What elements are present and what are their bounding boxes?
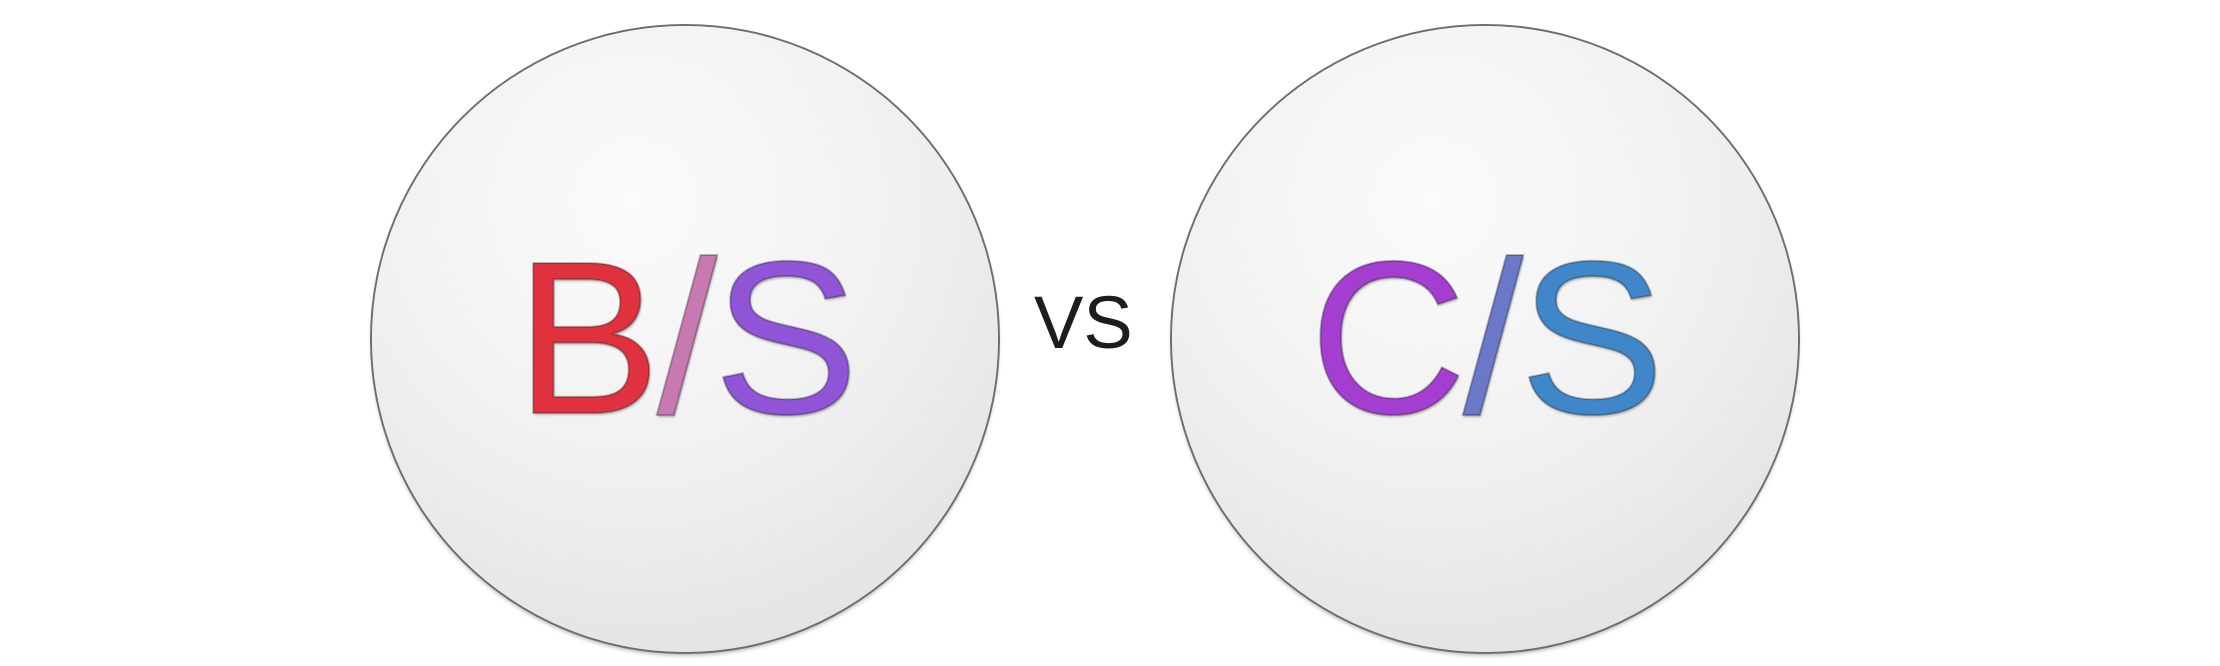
cs-letter-c: C: [1308, 217, 1467, 460]
vs-label: VS: [1034, 281, 1133, 364]
cs-slash: /: [1462, 217, 1525, 460]
bs-letter-b: B: [514, 217, 661, 460]
bs-letter-s: S: [712, 217, 859, 460]
cs-logo-text: C / S: [1172, 26, 1798, 652]
bs-logo-text: B / S: [372, 26, 998, 652]
cs-circle: C / S: [1172, 26, 1798, 652]
cs-letter-s: S: [1518, 217, 1665, 460]
bs-slash: /: [656, 217, 719, 460]
bs-circle: B / S: [372, 26, 998, 652]
